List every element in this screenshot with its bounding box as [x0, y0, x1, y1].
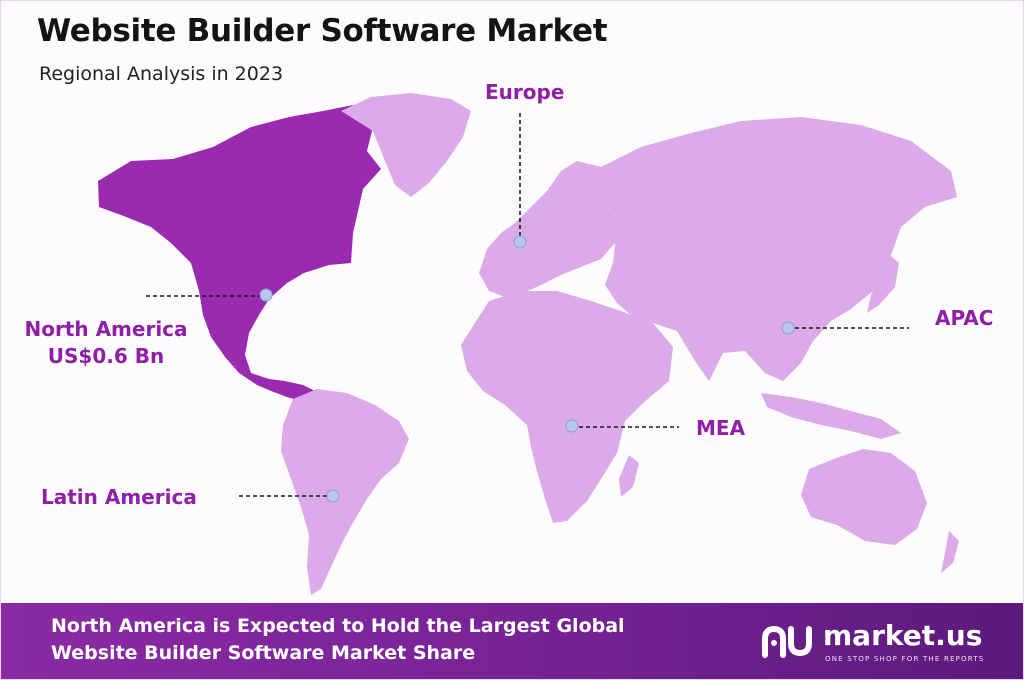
label-mea: MEA: [696, 415, 745, 442]
label-north-america-name: North America: [24, 317, 188, 341]
marker-europe: [513, 235, 527, 249]
region-greenland: [341, 93, 471, 197]
marker-apac: [781, 321, 795, 335]
market-us-logo-icon: [762, 625, 812, 658]
label-europe-name: Europe: [485, 80, 565, 104]
label-north-america-value: US$0.6 Bn: [47, 344, 165, 368]
label-mea-name: MEA: [696, 416, 746, 440]
marker-latin-america: [326, 489, 340, 503]
marker-mea: [565, 419, 579, 433]
footer-line-2: Website Builder Software Market Share: [51, 642, 476, 664]
marker-north-america: [259, 288, 273, 302]
region-europe: [479, 161, 619, 297]
footer-headline: North America is Expected to Hold the La…: [51, 613, 625, 667]
label-apac: APAC: [935, 305, 993, 332]
region-sea-islands: [761, 393, 901, 439]
label-latin-america-name: Latin America: [41, 485, 197, 509]
page-title: Website Builder Software Market: [37, 13, 608, 49]
region-apac: [601, 117, 957, 381]
brand: market.us ONE STOP SHOP FOR THE REPORTS: [761, 619, 1011, 669]
region-new-zealand: [941, 531, 959, 573]
region-japan: [867, 251, 899, 313]
label-europe: Europe: [485, 79, 564, 106]
label-latin-america: Latin America: [41, 484, 197, 511]
footer-line-1: North America is Expected to Hold the La…: [51, 615, 625, 637]
brand-tagline: ONE STOP SHOP FOR THE REPORTS: [825, 655, 985, 663]
region-madagascar: [619, 455, 639, 497]
region-mea: [461, 291, 673, 523]
world-map: [98, 93, 959, 595]
page-subtitle: Regional Analysis in 2023: [39, 63, 284, 85]
region-australia: [801, 449, 927, 545]
label-north-america: North America US$0.6 Bn: [17, 316, 195, 370]
footer-banner: North America is Expected to Hold the La…: [1, 603, 1023, 679]
brand-name: market.us: [823, 619, 983, 652]
label-apac-name: APAC: [935, 306, 994, 330]
region-latin-america: [281, 389, 409, 595]
region-north-america: [98, 105, 381, 405]
